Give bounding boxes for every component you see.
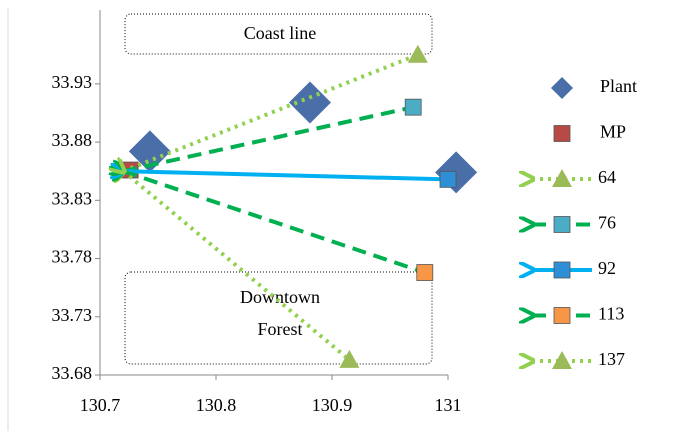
x-tick-label: 130.7 <box>80 395 121 415</box>
legend-label: 92 <box>598 258 616 278</box>
annotation: Forest <box>258 319 303 339</box>
legend-label: Plant <box>600 76 637 96</box>
y-tick-label: 33.93 <box>52 72 93 92</box>
y-tick-label: 33.83 <box>52 188 93 208</box>
legend-marker <box>551 77 573 99</box>
series-line <box>123 171 351 362</box>
point <box>407 44 428 63</box>
legend-marker <box>553 307 571 324</box>
legend-marker <box>552 351 572 369</box>
point <box>404 98 422 116</box>
point <box>416 264 434 281</box>
y-tick-label: 33.73 <box>52 305 93 325</box>
series-line <box>123 171 449 182</box>
annotation: Downtown <box>240 287 320 307</box>
legend-label: 64 <box>598 167 616 187</box>
series-line <box>123 171 426 275</box>
point <box>128 130 171 173</box>
point <box>288 81 331 124</box>
point <box>339 349 360 368</box>
point <box>439 170 457 188</box>
legend-marker <box>553 216 571 233</box>
annotation: Coast line <box>244 23 317 43</box>
x-tick-label: 130.8 <box>196 395 237 415</box>
y-tick-label: 33.88 <box>52 130 93 150</box>
legend-marker <box>553 261 571 279</box>
legend-label: 76 <box>598 213 616 233</box>
legend-label: 137 <box>598 349 625 369</box>
x-tick-label: 131 <box>435 395 462 415</box>
legend-marker <box>553 125 571 142</box>
annotation-box <box>124 13 433 55</box>
legend-marker <box>552 169 572 187</box>
x-tick-label: 130.9 <box>312 395 353 415</box>
annotation-box <box>124 271 433 365</box>
legend-label: MP <box>600 122 626 142</box>
y-tick-label: 33.78 <box>52 247 93 267</box>
legend-label: 113 <box>598 304 624 324</box>
series-line <box>123 105 414 171</box>
series-line <box>123 52 419 171</box>
y-tick-label: 33.68 <box>52 363 93 383</box>
